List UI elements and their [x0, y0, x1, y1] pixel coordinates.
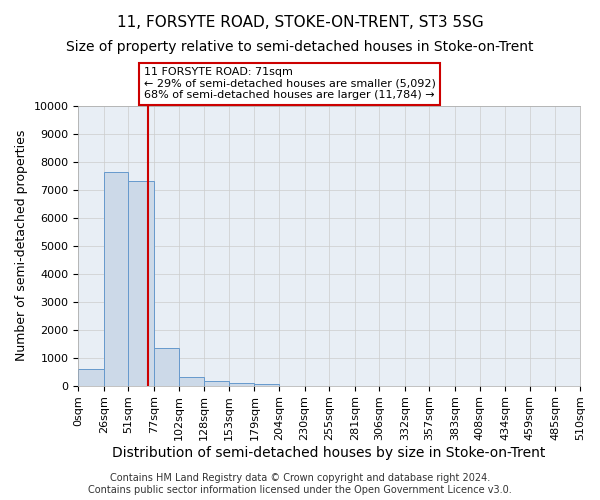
Bar: [154, 348, 179, 386]
Bar: [179, 377, 204, 386]
Text: Contains HM Land Registry data © Crown copyright and database right 2024.
Contai: Contains HM Land Registry data © Crown c…: [88, 474, 512, 495]
Text: Size of property relative to semi-detached houses in Stoke-on-Trent: Size of property relative to semi-detach…: [66, 40, 534, 54]
Bar: [254, 384, 279, 386]
Text: 11 FORSYTE ROAD: 71sqm
← 29% of semi-detached houses are smaller (5,092)
68% of : 11 FORSYTE ROAD: 71sqm ← 29% of semi-det…: [143, 67, 436, 100]
Bar: [229, 383, 254, 386]
Bar: [104, 172, 128, 386]
Bar: [204, 381, 229, 386]
X-axis label: Distribution of semi-detached houses by size in Stoke-on-Trent: Distribution of semi-detached houses by …: [112, 446, 546, 460]
Text: 11, FORSYTE ROAD, STOKE-ON-TRENT, ST3 5SG: 11, FORSYTE ROAD, STOKE-ON-TRENT, ST3 5S…: [116, 15, 484, 30]
Y-axis label: Number of semi-detached properties: Number of semi-detached properties: [15, 130, 28, 362]
Bar: [128, 182, 154, 386]
Bar: [78, 370, 104, 386]
